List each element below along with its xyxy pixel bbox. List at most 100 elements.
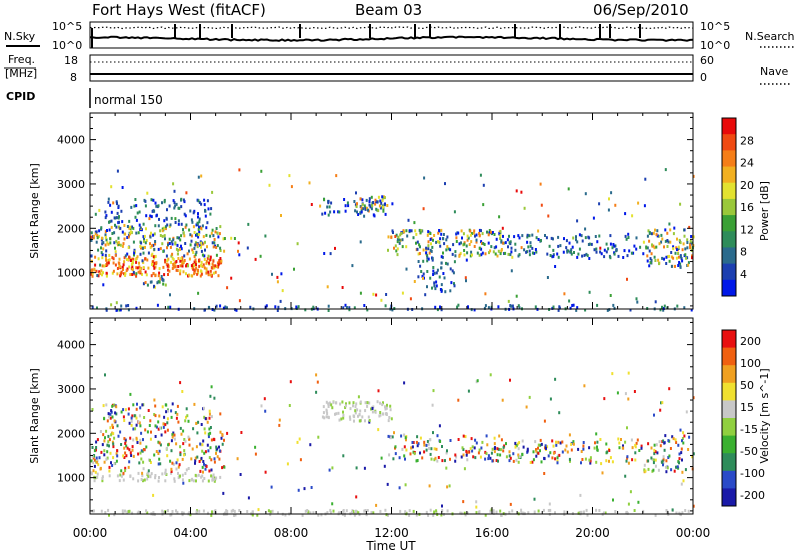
scatter-cell — [108, 513, 110, 517]
scatter-cell — [449, 248, 452, 252]
colorbar-tick-label: 200 — [740, 335, 761, 348]
scatter-cell — [646, 246, 649, 250]
scatter-cell — [208, 427, 211, 431]
scatter-cell — [222, 237, 225, 241]
scatter-cell — [446, 235, 449, 239]
scatter-cell — [260, 404, 263, 408]
scatter-cell — [126, 236, 129, 239]
scatter-cell — [139, 451, 142, 455]
scatter-cell — [144, 245, 146, 249]
scatter-cell — [164, 283, 167, 287]
scatter-cell — [558, 411, 561, 415]
scatter-cell — [474, 456, 477, 460]
scatter-cell — [480, 253, 483, 257]
scatter-cell — [153, 284, 155, 288]
scatter-cell — [113, 462, 116, 466]
scatter-cell — [520, 190, 523, 194]
scatter-cell — [157, 274, 160, 278]
scatter-cell — [173, 189, 176, 193]
scatter-cell — [414, 229, 417, 233]
scatter-cell — [129, 273, 132, 276]
scatter-cell — [457, 231, 460, 235]
scatter-cell — [329, 511, 332, 515]
scatter-cell — [197, 233, 200, 237]
scatter-cell — [187, 273, 190, 277]
scatter-cell — [133, 248, 136, 252]
scatter-cell — [114, 253, 117, 257]
scatter-cell — [165, 262, 168, 266]
noise-left-label: N.Sky — [4, 30, 36, 43]
scatter-cell — [327, 199, 330, 203]
scatter-cell — [650, 456, 653, 460]
scatter-cell — [118, 262, 121, 266]
scatter-cell — [568, 299, 571, 303]
scatter-cell — [144, 428, 147, 432]
scatter-cell — [207, 305, 210, 309]
scatter-cell — [489, 249, 492, 253]
scatter-cell — [493, 233, 496, 236]
scatter-cell — [158, 414, 161, 418]
scatter-cell — [177, 222, 180, 226]
scatter-cell — [167, 305, 170, 309]
scatter-cell — [200, 456, 203, 460]
scatter-cell — [584, 236, 587, 240]
scatter-cell — [375, 293, 378, 297]
scatter-cell — [168, 242, 171, 245]
scatter-cell — [686, 241, 689, 244]
scatter-cell — [400, 434, 403, 438]
scatter-cell — [359, 409, 362, 413]
colorbar-segment — [722, 382, 736, 401]
scatter-cell — [672, 247, 675, 251]
scatter-cell — [384, 407, 387, 411]
scatter-cell — [128, 421, 131, 425]
scatter-cell — [202, 439, 205, 443]
colorbar-tick-label: -200 — [740, 489, 765, 502]
scatter-cell — [482, 242, 485, 245]
scatter-cell — [108, 438, 111, 442]
scatter-cell — [183, 234, 186, 238]
scatter-cell — [119, 274, 122, 278]
scatter-cell — [353, 200, 356, 203]
scatter-cell — [359, 419, 362, 423]
scatter-cell — [187, 435, 190, 439]
scatter-cell — [113, 403, 116, 407]
scatter-cell — [112, 269, 115, 273]
scatter-cell — [594, 441, 596, 445]
scatter-cell — [669, 447, 672, 450]
scatter-cell — [588, 446, 591, 450]
scatter-cell — [611, 246, 614, 250]
scatter-cell — [130, 205, 133, 209]
scatter-cell — [161, 509, 164, 513]
scatter-cell — [423, 440, 426, 444]
scatter-cell — [531, 251, 534, 255]
scatter-cell — [480, 446, 483, 450]
scatter-cell — [514, 445, 517, 449]
scatter-cell — [621, 446, 624, 450]
scatter-cell — [116, 449, 119, 453]
scatter-cell — [479, 455, 482, 459]
scatter-cell — [628, 249, 631, 253]
scatter-cell — [478, 511, 480, 515]
scatter-cell — [379, 401, 382, 405]
scatter-cell — [189, 209, 192, 213]
scatter-cell — [162, 249, 165, 253]
scatter-cell — [194, 243, 197, 247]
scatter-cell — [154, 254, 157, 258]
scatter-cell — [103, 453, 106, 457]
scatter-cell — [164, 225, 167, 229]
scatter-cell — [439, 244, 442, 248]
scatter-cell — [203, 415, 206, 419]
scatter-cell — [167, 241, 170, 245]
scatter-cell — [306, 509, 309, 512]
scatter-cell — [213, 241, 216, 245]
scatter-cell — [353, 419, 355, 423]
scatter-cell — [617, 254, 620, 258]
scatter-cell — [301, 513, 304, 517]
scatter-cell — [123, 456, 126, 459]
scatter-cell — [483, 306, 486, 310]
scatter-cell — [106, 241, 109, 245]
scatter-cell — [182, 442, 185, 446]
scatter-cell — [335, 412, 338, 416]
scatter-cell — [236, 457, 239, 461]
scatter-cell — [648, 264, 651, 268]
